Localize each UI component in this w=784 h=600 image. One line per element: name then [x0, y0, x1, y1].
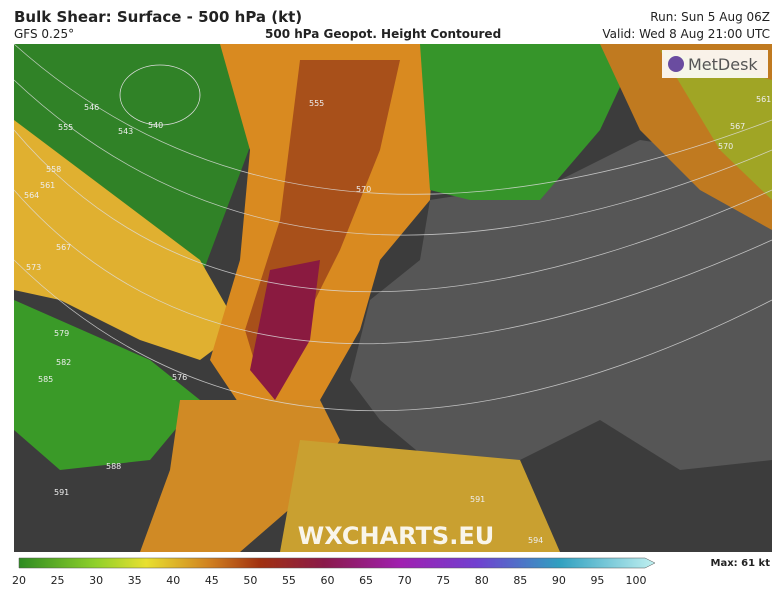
colorbar-tick-label: 50 — [243, 574, 257, 587]
colorbar-tick-label: 90 — [552, 574, 566, 587]
contour-label: 561 — [756, 95, 771, 104]
logo: MetDesk — [688, 55, 758, 74]
subtitle: 500 hPa Geopot. Height Contoured — [265, 27, 502, 41]
contour-label: 579 — [54, 329, 69, 338]
contour-label: 564 — [24, 191, 39, 200]
contour-label: 570 — [718, 142, 733, 151]
contour-label: 543 — [118, 127, 133, 136]
model: GFS 0.25° — [14, 27, 75, 41]
watermark: WXCHARTS.EU — [298, 522, 494, 550]
contour-label: 588 — [106, 462, 121, 471]
contour-label: 540 — [148, 121, 163, 130]
colorbar-tick-label: 95 — [590, 574, 604, 587]
colorbar-tick-label: 60 — [321, 574, 335, 587]
contour-label: 594 — [528, 536, 543, 545]
colorbar-tick-label: 70 — [398, 574, 412, 587]
colorbar-tick-label: 80 — [475, 574, 489, 587]
max-label: Max: 61 kt — [711, 558, 771, 569]
colorbar-tick-label: 35 — [128, 574, 142, 587]
colorbar: Max: 61 kt — [18, 557, 771, 569]
contour-label: 555 — [309, 99, 324, 108]
colorbar-tick-label: 85 — [513, 574, 527, 587]
contour-label: 585 — [38, 375, 53, 384]
colorbar-tick-label: 75 — [436, 574, 450, 587]
contour-label: 567 — [730, 122, 745, 131]
valid: Valid: Wed 8 Aug 21:00 UTC — [602, 27, 770, 41]
colorbar-tick-label: 55 — [282, 574, 296, 587]
colorbar-tick-label: 20 — [12, 574, 26, 587]
contour-label: 546 — [84, 103, 99, 112]
map-area: 546 543 540 555 558 561 564 567 573 579 … — [13, 43, 773, 552]
contour-label: 591 — [54, 488, 69, 497]
title: Bulk Shear: Surface - 500 hPa (kt) — [14, 8, 303, 26]
colorbar-tick-label: 45 — [205, 574, 219, 587]
contour-label: 573 — [26, 263, 41, 272]
colorbar-tick-label: 100 — [626, 574, 647, 587]
run: Run: Sun 5 Aug 06Z — [650, 10, 770, 24]
contour-label: 591 — [470, 495, 485, 504]
colorbar-tick-label: 65 — [359, 574, 373, 587]
contour-label: 576 — [172, 373, 187, 382]
colorbar-tick-label: 30 — [89, 574, 103, 587]
contour-label: 570 — [356, 185, 371, 194]
colorbar-tick-label: 40 — [166, 574, 180, 587]
colorbar-tick-label: 25 — [51, 574, 65, 587]
contour-label: 567 — [56, 243, 71, 252]
contour-label: 558 — [46, 165, 61, 174]
contour-label: 555 — [58, 123, 73, 132]
contour-label: 582 — [56, 358, 71, 367]
contour-label: 561 — [40, 181, 55, 190]
